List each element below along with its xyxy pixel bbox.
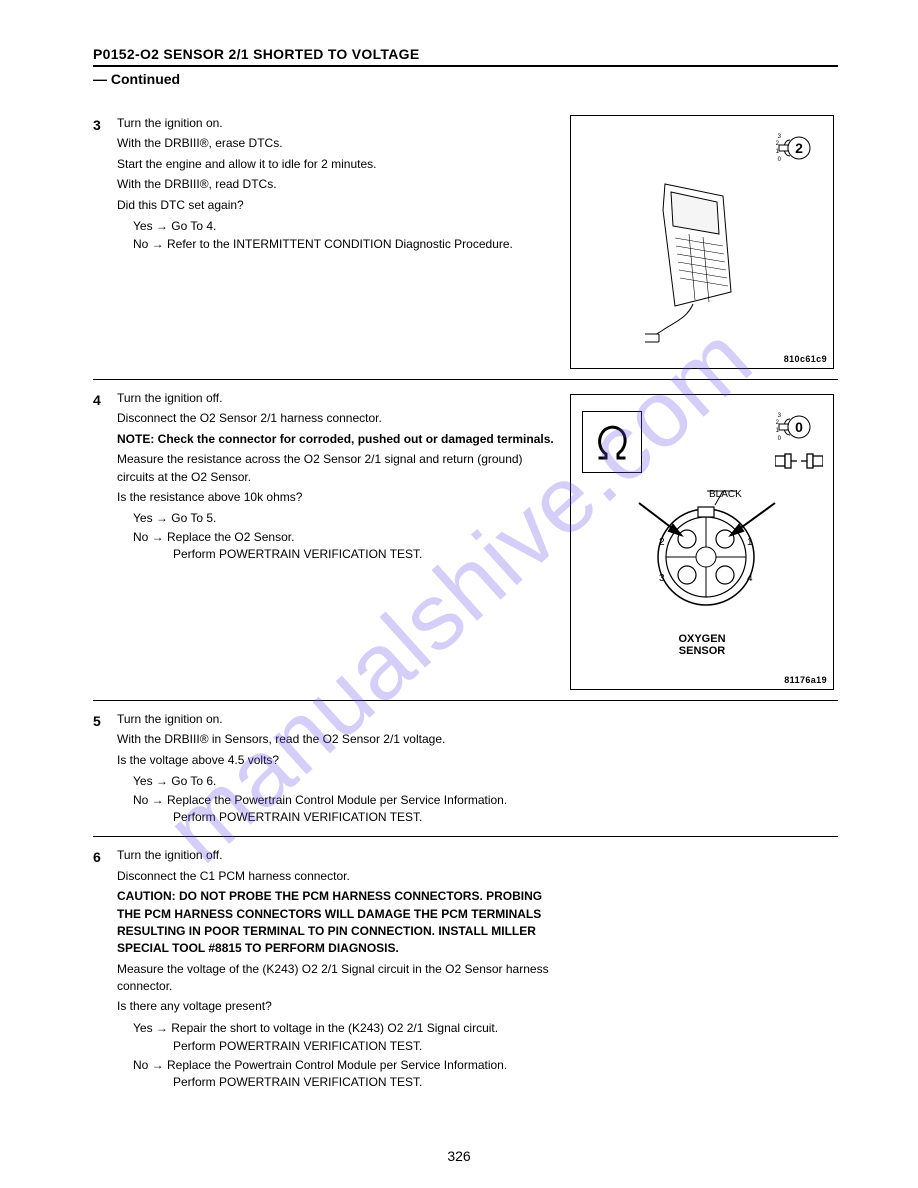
answer-no: No → Refer to the INTERMITTENT CONDITION… — [117, 236, 558, 253]
step-number: 4 — [93, 390, 117, 408]
figure-4: 0 3 2 1 0 — [570, 394, 834, 690]
figure-col: 2 3 2 1 0 — [570, 115, 838, 369]
disconnect-icon — [775, 451, 823, 476]
step-number: 3 — [93, 115, 117, 133]
step-number: 6 — [93, 847, 117, 865]
step-number: 5 — [93, 711, 117, 729]
svg-text:0: 0 — [778, 436, 782, 442]
svg-text:0: 0 — [778, 157, 782, 163]
answer-yes: Yes → Go To 6. — [117, 773, 558, 790]
verification: Perform POWERTRAIN VERIFICATION TEST. — [117, 546, 558, 563]
line: Turn the ignition off. — [117, 847, 558, 864]
svg-text:3: 3 — [778, 413, 782, 419]
ignition-key-icon: 2 3 2 1 0 — [775, 126, 819, 170]
svg-text:4: 4 — [747, 573, 753, 584]
page: P0152-O2 SENSOR 2/1 SHORTED TO VOLTAGE —… — [0, 0, 918, 1188]
line: Turn the ignition on. — [117, 711, 558, 728]
step-text: Turn the ignition on. With the DRBIII®, … — [117, 115, 570, 254]
key-position: 2 — [795, 140, 803, 156]
line: Start the engine and allow it to idle fo… — [117, 156, 558, 173]
step-text: Turn the ignition off. Disconnect the C1… — [117, 847, 570, 1091]
line: Disconnect the O2 Sensor 2/1 harness con… — [117, 410, 558, 427]
verification: Perform POWERTRAIN VERIFICATION TEST. — [117, 1038, 558, 1055]
line: Measure the resistance across the O2 Sen… — [117, 451, 558, 486]
step-6: 6 Turn the ignition off. Disconnect the … — [93, 847, 838, 1101]
note: NOTE: Check the connector for corroded, … — [117, 431, 558, 448]
svg-text:2: 2 — [659, 537, 665, 548]
verification: Perform POWERTRAIN VERIFICATION TEST. — [117, 1074, 558, 1091]
ignition-key-icon: 0 3 2 1 0 — [775, 405, 819, 454]
step-text: Turn the ignition off. Disconnect the O2… — [117, 390, 570, 564]
answer-no: No → Replace the Powertrain Control Modu… — [117, 1057, 558, 1074]
step-5: 5 Turn the ignition on. With the DRBIII®… — [93, 711, 838, 837]
line: Measure the voltage of the (K243) O2 2/1… — [117, 961, 558, 996]
question: Is there any voltage present? — [117, 998, 558, 1015]
figure-3: 2 3 2 1 0 — [570, 115, 834, 369]
oxygen-sensor-connector-icon: 1 2 3 4 — [633, 487, 779, 638]
answer-no: No → Replace the O2 Sensor. — [117, 529, 558, 546]
svg-text:1: 1 — [747, 537, 753, 548]
step-3: 3 Turn the ignition on. With the DRBIII®… — [93, 115, 838, 380]
step-4: 4 Turn the ignition off. Disconnect the … — [93, 390, 838, 701]
question: Is the voltage above 4.5 volts? — [117, 752, 558, 769]
line: With the DRBIII® in Sensors, read the O2… — [117, 731, 558, 748]
figure-id: 81176a19 — [784, 675, 827, 685]
question: Did this DTC set again? — [117, 197, 558, 214]
connector-caption: OXYGENSENSOR — [571, 633, 833, 657]
ohm-icon — [582, 411, 642, 473]
caution: CAUTION: DO NOT PROBE THE PCM HARNESS CO… — [117, 888, 558, 958]
svg-text:3: 3 — [778, 134, 782, 140]
page-number: 326 — [0, 1148, 918, 1164]
question: Is the resistance above 10k ohms? — [117, 489, 558, 506]
continued-label: — Continued — [93, 71, 838, 87]
figure-col: 0 3 2 1 0 — [570, 390, 838, 690]
answer-yes: Yes → Go To 5. — [117, 510, 558, 527]
line: Turn the ignition on. — [117, 115, 558, 132]
line: Turn the ignition off. — [117, 390, 558, 407]
line: Disconnect the C1 PCM harness connector. — [117, 868, 558, 885]
line: With the DRBIII®, read DTCs. — [117, 176, 558, 193]
svg-text:0: 0 — [795, 419, 803, 435]
step-text: Turn the ignition on. With the DRBIII® i… — [117, 711, 570, 826]
verification: Perform POWERTRAIN VERIFICATION TEST. — [117, 809, 558, 826]
drb-scanner-icon — [645, 182, 755, 352]
title-row: P0152-O2 SENSOR 2/1 SHORTED TO VOLTAGE — [93, 46, 838, 67]
answer-no: No → Replace the Powertrain Control Modu… — [117, 792, 558, 809]
svg-text:3: 3 — [659, 573, 665, 584]
dtc-code: P0152-O2 SENSOR 2/1 SHORTED TO VOLTAGE — [93, 46, 419, 62]
answer-yes: Yes → Go To 4. — [117, 218, 558, 235]
answer-yes: Yes → Repair the short to voltage in the… — [117, 1020, 558, 1037]
line: With the DRBIII®, erase DTCs. — [117, 135, 558, 152]
figure-id: 810c61c9 — [784, 354, 827, 364]
connector-color-label: BLACK — [709, 489, 742, 500]
